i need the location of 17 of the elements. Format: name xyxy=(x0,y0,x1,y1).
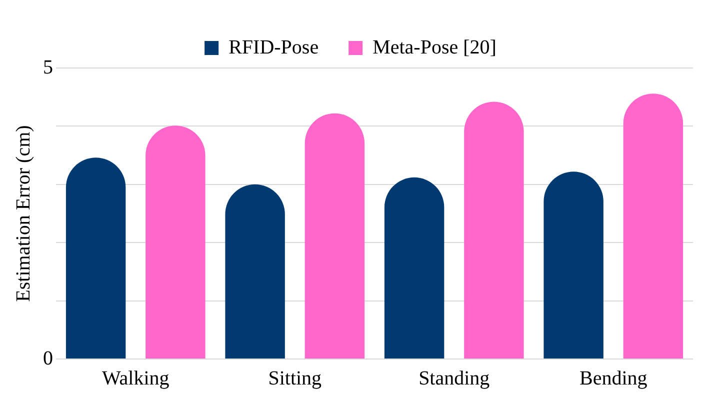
bar xyxy=(464,102,524,358)
y-tick-label: 0 xyxy=(43,347,53,370)
bar xyxy=(544,172,604,358)
bar xyxy=(66,158,126,358)
x-tick-label: Bending xyxy=(579,367,648,390)
bar xyxy=(146,126,206,358)
y-tick-label: 5 xyxy=(43,56,53,78)
bar xyxy=(623,94,684,358)
x-tick-label: Sitting xyxy=(268,367,322,390)
legend-label: Meta-Pose [20] xyxy=(372,36,496,58)
x-tick-label: Standing xyxy=(418,367,490,390)
bar xyxy=(384,177,444,358)
bar xyxy=(304,113,365,358)
y-axis-title: Estimation Error (cm) xyxy=(12,125,34,302)
bar xyxy=(225,184,285,358)
x-tick-label: Walking xyxy=(102,367,170,390)
legend-label: RFID-Pose xyxy=(228,36,319,58)
